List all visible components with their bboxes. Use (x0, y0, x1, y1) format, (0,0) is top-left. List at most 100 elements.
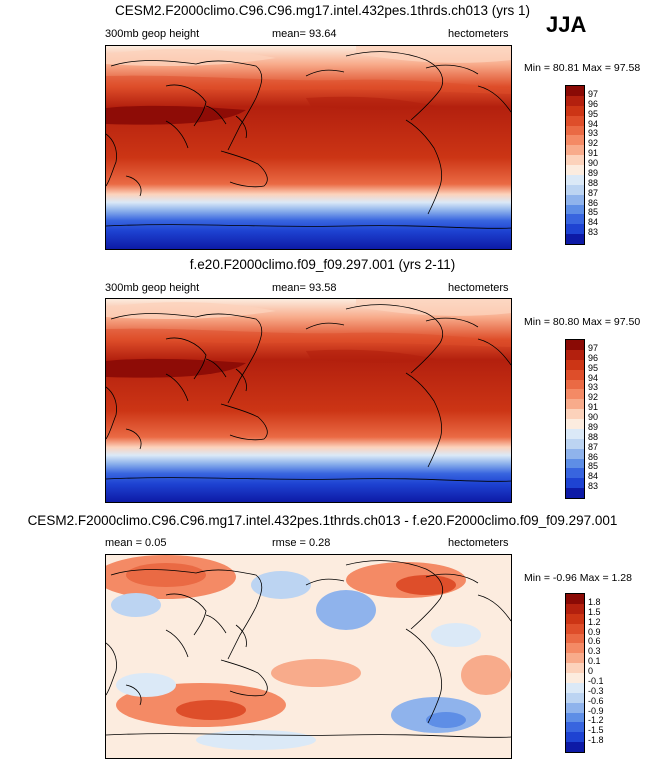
panel2-map-svg (106, 299, 511, 502)
colorbar-tick-label: 85 (588, 461, 599, 472)
panel1-title: CESM2.F2000climo.C96.C96.mg17.intel.432p… (115, 3, 530, 18)
colorbar-tick-label: 87 (588, 441, 599, 452)
colorbar-swatch (566, 155, 584, 165)
colorbar-tick-label: 95 (588, 362, 599, 373)
colorbar-swatch (566, 184, 584, 195)
colorbar-swatch (566, 86, 584, 96)
colorbar-tick-label: 92 (588, 138, 599, 149)
colorbar-tick-label: 83 (588, 227, 599, 238)
colorbar-swatch (566, 359, 584, 370)
colorbar-swatch (566, 409, 584, 419)
colorbar-tick-label: 96 (588, 352, 599, 363)
panel3-map (105, 554, 512, 759)
colorbar-tick-label: 0.3 (588, 646, 601, 657)
colorbar-swatch (566, 673, 584, 683)
colorbar-tick-label: 85 (588, 207, 599, 218)
colorbar-tick-label: 93 (588, 128, 599, 139)
colorbar-swatch (566, 349, 584, 360)
colorbar-tick-label: 90 (588, 412, 599, 422)
colorbar-swatch (566, 214, 584, 225)
colorbar-swatch (566, 165, 584, 175)
panel1-map-svg (106, 46, 511, 249)
colorbar-swatch (566, 682, 584, 693)
colorbar-swatch (566, 653, 584, 664)
colorbar-tick-label: 90 (588, 158, 599, 168)
colorbar-swatch (566, 174, 584, 185)
colorbar-swatch (566, 468, 584, 479)
colorbar-tick-label: 89 (588, 167, 599, 178)
panel3-colorbar (565, 593, 585, 753)
colorbar-tick-label: 91 (588, 402, 599, 413)
colorbar-swatch (566, 369, 584, 380)
colorbar-tick-label: 0.6 (588, 636, 601, 647)
colorbar-tick-label: 96 (588, 98, 599, 109)
colorbar-swatch (566, 633, 584, 644)
colorbar-tick-label: 84 (588, 471, 599, 482)
colorbar-tick-label: 1.5 (588, 606, 601, 617)
panel2-minmax-label: Min = 80.80 Max = 97.50 (524, 316, 641, 328)
colorbar-swatch (566, 419, 584, 429)
panel3-rmse-label: rmse = 0.28 (272, 537, 331, 549)
colorbar-swatch (566, 224, 584, 235)
panel2-title: f.e20.F2000climo.f09_f09.297.001 (yrs 2-… (189, 257, 456, 272)
panel2-map (105, 298, 512, 503)
panel2-colorbar (565, 339, 585, 499)
colorbar-tick-label: 0 (588, 666, 594, 676)
colorbar-tick-label: 1.2 (588, 616, 601, 627)
colorbar-tick-label: -0.9 (588, 705, 604, 716)
panel3-title: CESM2.F2000climo.C96.C96.mg17.intel.432p… (27, 513, 618, 528)
colorbar-swatch (566, 379, 584, 390)
colorbar-tick-label: 83 (588, 481, 599, 492)
colorbar-tick-label: 87 (588, 187, 599, 198)
colorbar-swatch (566, 692, 584, 703)
season-label: JJA (546, 12, 587, 37)
panel2-mean-label: mean= 93.58 (272, 282, 337, 294)
colorbar-swatch (566, 478, 584, 489)
colorbar-swatch (566, 594, 584, 604)
colorbar-tick-label: 92 (588, 392, 599, 403)
colorbar-swatch (566, 234, 584, 244)
colorbar-swatch (566, 135, 584, 146)
colorbar-swatch (566, 145, 584, 156)
panel1-minmax-label: Min = 80.81 Max = 97.58 (524, 62, 641, 74)
colorbar-swatch (566, 194, 584, 205)
colorbar-swatch (566, 125, 584, 136)
colorbar-swatch (566, 105, 584, 116)
panel1-units-label: hectometers (448, 28, 509, 40)
colorbar-swatch (566, 488, 584, 498)
panel1-colorbar (565, 85, 585, 245)
colorbar-swatch (566, 722, 584, 733)
colorbar-swatch (566, 702, 584, 713)
colorbar-tick-label: -1.5 (588, 725, 604, 736)
colorbar-swatch (566, 712, 584, 723)
colorbar-tick-label: 86 (588, 451, 599, 462)
panel3-minmax-label: Min = -0.96 Max = 1.28 (524, 572, 632, 584)
colorbar-tick-label: 84 (588, 217, 599, 228)
colorbar-swatch (566, 613, 584, 624)
colorbar-tick-label: 88 (588, 177, 599, 188)
colorbar-swatch (566, 663, 584, 673)
colorbar-tick-label: 95 (588, 108, 599, 119)
colorbar-tick-label: 86 (588, 197, 599, 208)
colorbar-tick-label: 97 (588, 342, 599, 353)
colorbar-tick-label: -1.8 (588, 735, 604, 746)
colorbar-swatch (566, 428, 584, 439)
colorbar-tick-label: 0.9 (588, 626, 601, 637)
colorbar-swatch (566, 115, 584, 126)
colorbar-swatch (566, 623, 584, 634)
colorbar-swatch (566, 389, 584, 400)
panel1-map (105, 45, 512, 250)
colorbar-tick-label: 94 (588, 118, 599, 129)
colorbar-tick-label: 88 (588, 431, 599, 442)
colorbar-tick-label: 97 (588, 88, 599, 99)
colorbar-swatch (566, 603, 584, 614)
colorbar-tick-label: 0.1 (588, 656, 601, 667)
colorbar-swatch (566, 438, 584, 449)
colorbar-tick-label: 94 (588, 372, 599, 383)
panel2-variable-label: 300mb geop height (105, 282, 200, 294)
panel1-mean-label: mean= 93.64 (272, 28, 337, 40)
panel3-units-label: hectometers (448, 537, 509, 549)
colorbar-swatch (566, 732, 584, 743)
colorbar-swatch (566, 95, 584, 106)
colorbar-tick-label: -0.1 (588, 675, 604, 686)
